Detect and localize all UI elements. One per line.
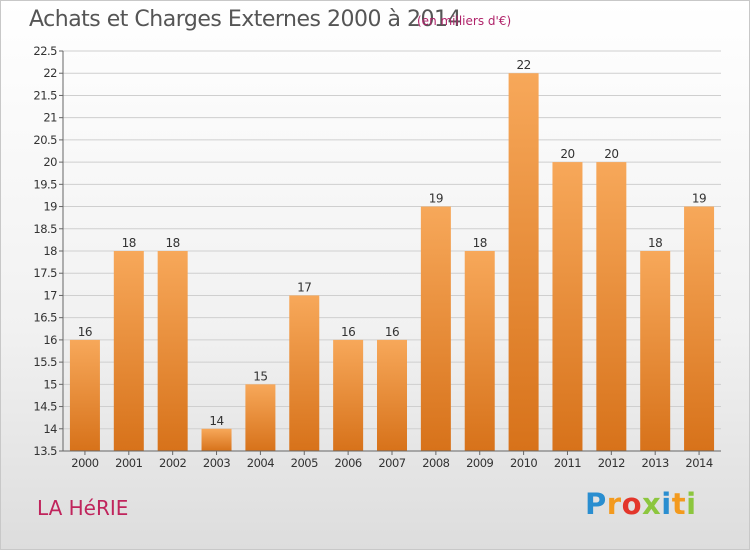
x-tick-label: 2011 xyxy=(554,456,581,470)
data-label: 14 xyxy=(209,414,223,428)
x-axis-ticks: 2000 2001 2002 2003 2004 2005 2006 2007 2008 2009… xyxy=(71,451,713,470)
logo-letter: i xyxy=(686,487,697,521)
bar xyxy=(333,339,364,451)
y-axis-ticks: 13.5 14 14.5 15 15.5 16 16.5 17 17.5 18 18.5 19 19.5… xyxy=(33,44,63,458)
y-tick-label: 16.5 xyxy=(33,311,57,325)
data-label: 19 xyxy=(692,192,706,206)
x-tick-label: 2000 xyxy=(71,456,98,470)
bar xyxy=(377,339,407,451)
chart-title: Achats et Charges Externes 2000 à 2014 xyxy=(29,7,461,32)
proxiti-logo[interactable]: Proxiti xyxy=(585,487,697,521)
y-tick-label: 15.5 xyxy=(33,355,57,369)
x-tick-label: 2007 xyxy=(378,456,405,470)
x-tick-label: 2013 xyxy=(642,456,669,470)
x-tick-label: 2006 xyxy=(334,456,361,470)
y-tick-label: 21.5 xyxy=(33,88,57,102)
bar xyxy=(684,206,715,451)
data-label: 20 xyxy=(604,147,618,161)
bar xyxy=(245,384,276,451)
y-tick-label: 17.5 xyxy=(33,266,57,280)
x-tick-label: 2008 xyxy=(422,456,449,470)
data-label: 16 xyxy=(341,325,355,339)
data-label: 17 xyxy=(297,280,311,294)
bar xyxy=(69,339,100,451)
bar xyxy=(201,428,232,451)
logo-letter: P xyxy=(585,487,607,521)
x-tick-label: 2012 xyxy=(598,456,625,470)
y-tick-label: 19 xyxy=(43,200,57,214)
bar xyxy=(640,251,671,451)
x-tick-label: 2001 xyxy=(115,456,142,470)
x-tick-label: 2005 xyxy=(291,456,318,470)
y-tick-label: 14 xyxy=(43,422,57,436)
chart-subtitle: (en milliers d'€) xyxy=(417,14,512,28)
data-label: 22 xyxy=(516,58,530,72)
y-tick-label: 16 xyxy=(43,333,57,347)
logo-letter: t xyxy=(671,487,687,521)
y-tick-label: 20.5 xyxy=(33,133,57,147)
bar xyxy=(464,251,495,451)
data-label: 18 xyxy=(166,236,180,250)
logo-letter: i xyxy=(661,487,672,521)
y-tick-label: 19.5 xyxy=(33,177,57,191)
data-label: 18 xyxy=(122,236,136,250)
data-label: 18 xyxy=(648,236,662,250)
data-label: 16 xyxy=(385,325,399,339)
logo-letter: o xyxy=(621,487,643,521)
x-tick-label: 2010 xyxy=(510,456,537,470)
bar xyxy=(508,73,539,451)
data-label: 16 xyxy=(78,325,92,339)
logo-letter: r xyxy=(606,487,622,521)
y-tick-label: 22 xyxy=(43,66,57,80)
city-name: LA HéRIE xyxy=(37,496,129,520)
x-tick-label: 2014 xyxy=(685,456,712,470)
x-tick-label: 2003 xyxy=(203,456,230,470)
x-tick-label: 2004 xyxy=(247,456,274,470)
bar xyxy=(596,162,627,451)
data-label: 15 xyxy=(253,369,267,383)
bar xyxy=(289,295,320,451)
data-label: 18 xyxy=(473,236,487,250)
bar xyxy=(157,251,188,451)
y-tick-label: 15 xyxy=(43,377,57,391)
y-tick-label: 18 xyxy=(43,244,57,258)
y-tick-label: 13.5 xyxy=(33,444,57,458)
y-tick-label: 21 xyxy=(43,111,57,125)
bar xyxy=(420,206,451,451)
y-tick-label: 17 xyxy=(43,288,57,302)
y-tick-label: 22.5 xyxy=(33,44,57,58)
data-label: 20 xyxy=(560,147,574,161)
data-labels: 16 18 18 14 15 17 16 16 19 18 22 20 20 18 19 xyxy=(78,58,707,428)
y-tick-label: 14.5 xyxy=(33,400,57,414)
bar xyxy=(113,251,144,451)
y-tick-label: 20 xyxy=(43,155,57,169)
x-tick-label: 2009 xyxy=(466,456,493,470)
y-tick-label: 18.5 xyxy=(33,222,57,236)
logo-letter: x xyxy=(642,487,662,521)
bars xyxy=(69,73,715,451)
x-tick-label: 2002 xyxy=(159,456,186,470)
data-label: 19 xyxy=(429,192,443,206)
bar xyxy=(552,162,583,451)
